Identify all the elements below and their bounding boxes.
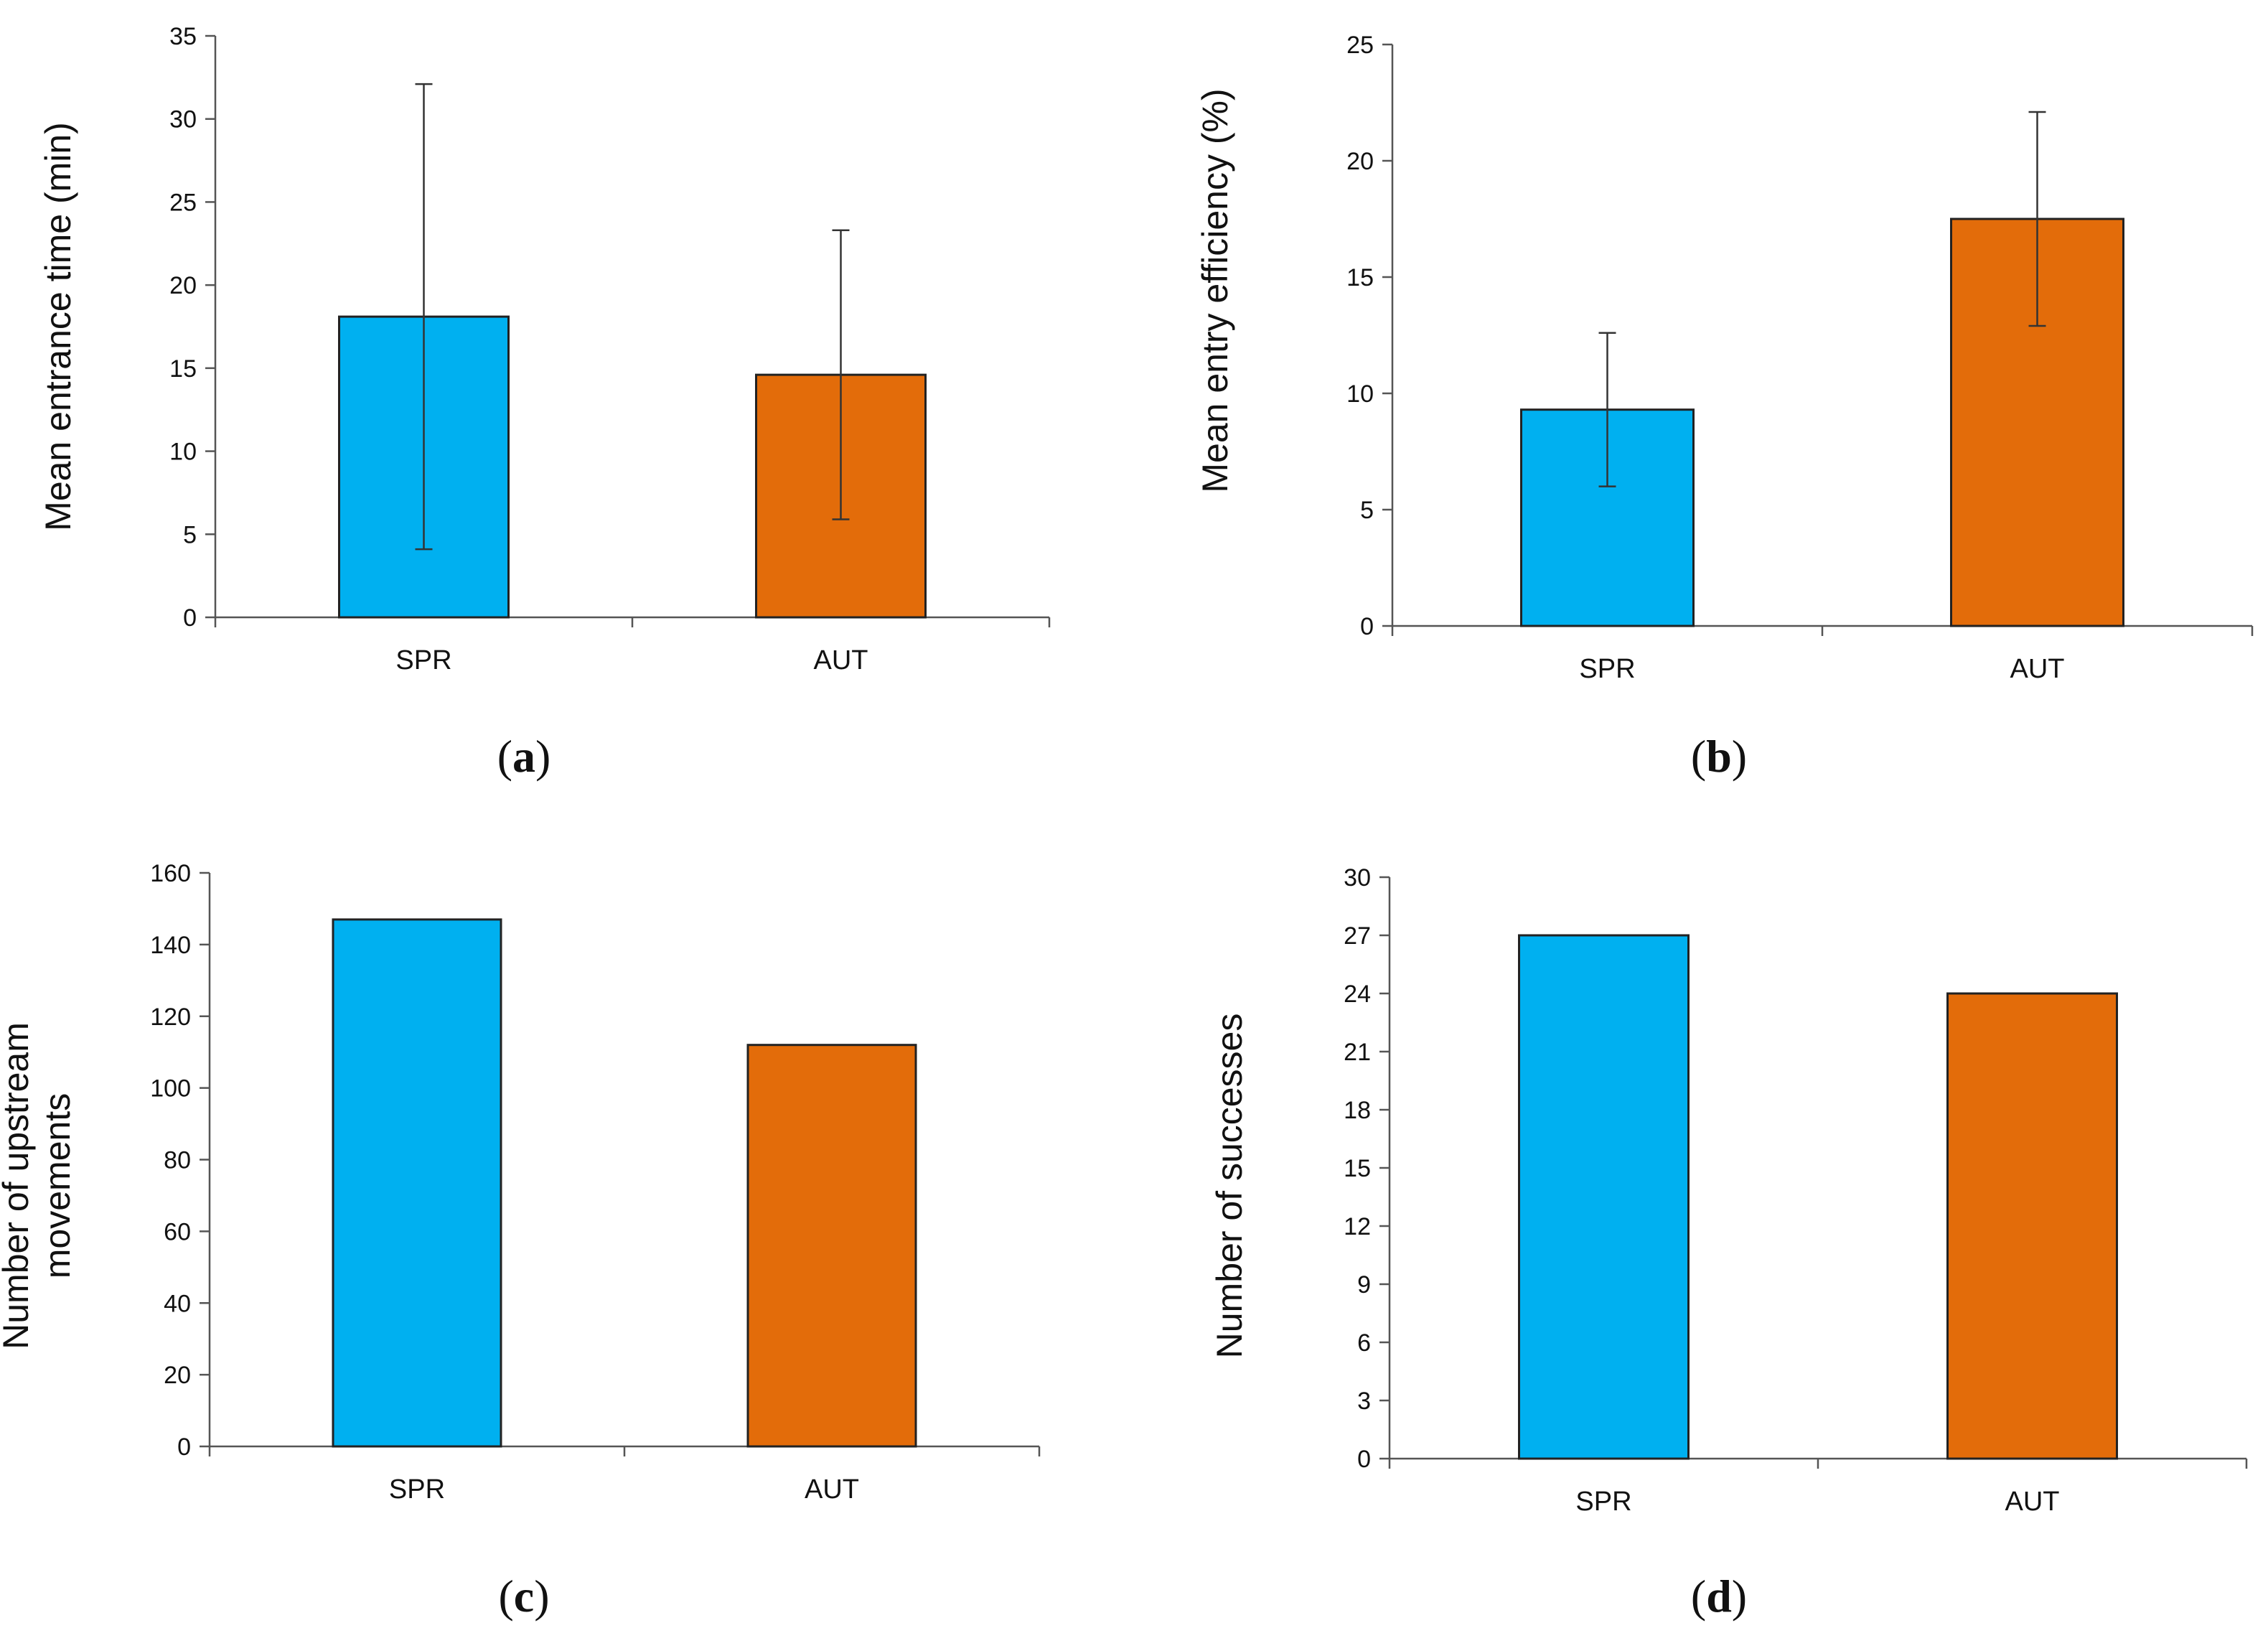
bar-aut — [746, 1044, 917, 1448]
y-tick-label: 18 — [1344, 1097, 1371, 1124]
panel-label-open-paren: ( — [497, 731, 512, 782]
y-tick-label: 20 — [164, 1362, 191, 1389]
y-tick-label: 25 — [169, 189, 197, 216]
bar-spr — [1518, 934, 1690, 1460]
y-axis-title-line: Number of successes — [1209, 1014, 1250, 1359]
y-tick-label: 0 — [183, 604, 197, 632]
y-tick-label: 30 — [169, 106, 197, 134]
panel-label-close-paren: ) — [1732, 731, 1747, 782]
y-axis-title-line: Mean entrance time (min) — [38, 122, 78, 531]
x-category-label: AUT — [2005, 1487, 2060, 1517]
y-tick-label: 10 — [1346, 380, 1374, 408]
y-tick-label: 24 — [1344, 981, 1371, 1008]
y-tick-label: 20 — [169, 272, 197, 299]
x-category-label: SPR — [1575, 1487, 1631, 1517]
chart-panel-b: 0 5 10 15 20 25 SPR AUT Mean entry efficiency (%… — [1195, 32, 2254, 782]
y-tick-label: 21 — [1344, 1039, 1371, 1066]
y-tick-label: 9 — [1357, 1271, 1371, 1299]
y-axis-title: Number of successes — [1209, 1014, 1250, 1359]
bar-spr — [332, 918, 502, 1448]
panel-label: (b) — [1691, 731, 1747, 782]
x-category-label: SPR — [1579, 654, 1635, 684]
y-tick-label: 160 — [150, 860, 191, 887]
y-tick-label: 3 — [1357, 1388, 1371, 1415]
panel-label: (c) — [498, 1571, 549, 1622]
panel-label-letter: a — [512, 731, 535, 782]
y-axis-title-line: movements — [37, 1093, 78, 1278]
x-category-label: AUT — [805, 1474, 859, 1505]
y-tick-label: 10 — [169, 439, 197, 466]
panel-label-open-paren: ( — [498, 1571, 513, 1622]
x-category-label: SPR — [389, 1474, 445, 1505]
y-tick-label: 27 — [1344, 922, 1371, 950]
y-axis-title: Mean entrance time (min) — [38, 122, 78, 531]
y-tick-label: 80 — [164, 1147, 191, 1174]
y-tick-label: 60 — [164, 1218, 191, 1245]
y-tick-label: 40 — [164, 1290, 191, 1317]
y-tick-label: 25 — [1346, 32, 1374, 59]
panel-label-letter: c — [514, 1571, 534, 1622]
y-axis-title-line: Mean entry efficiency (%) — [1195, 88, 1235, 492]
panel-label-close-paren: ) — [1732, 1571, 1747, 1622]
chart-panel-d: 0 3 6 9 12 15 18 21 24 27 30 SPR AUT Number of succes… — [1209, 864, 2248, 1622]
y-tick-label: 0 — [1357, 1446, 1371, 1473]
y-axis-title: Mean entry efficiency (%) — [1195, 88, 1235, 492]
y-tick-label: 0 — [177, 1433, 191, 1461]
y-tick-label: 15 — [169, 355, 197, 383]
y-axis-title: Number of upstreammovements — [0, 1022, 78, 1350]
y-tick-label: 35 — [169, 23, 197, 50]
y-tick-label: 15 — [1344, 1155, 1371, 1182]
x-category-label: SPR — [395, 645, 451, 675]
y-tick-label: 100 — [150, 1075, 191, 1103]
y-tick-label: 5 — [1360, 497, 1374, 524]
chart-panel-c: 0 20 40 60 80 100 120 140 160 SPR AUT Number of ups… — [0, 860, 1041, 1622]
panel-label-close-paren: ) — [534, 1571, 549, 1622]
panel-label-letter: b — [1706, 731, 1732, 782]
y-tick-label: 140 — [150, 932, 191, 959]
y-tick-label: 12 — [1344, 1213, 1371, 1240]
chart-panel-a: 0 5 10 15 20 25 30 35 SPR AUT Mean entrance time (… — [38, 23, 1051, 782]
y-tick-label: 6 — [1357, 1329, 1371, 1357]
y-tick-label: 5 — [183, 521, 197, 548]
y-tick-label: 15 — [1346, 264, 1374, 291]
y-tick-label: 0 — [1360, 613, 1374, 640]
y-axis-title-line: Number of upstream — [0, 1022, 36, 1350]
bar-aut — [1946, 992, 2118, 1460]
panel-label: (a) — [497, 731, 551, 782]
panel-label-close-paren: ) — [535, 731, 550, 782]
panel-label-letter: d — [1706, 1571, 1732, 1622]
x-category-label: AUT — [2010, 654, 2065, 684]
y-tick-label: 30 — [1344, 864, 1371, 892]
panel-label-open-paren: ( — [1691, 731, 1706, 782]
panel-label: (d) — [1691, 1571, 1747, 1622]
x-category-label: AUT — [814, 645, 868, 675]
panel-label-open-paren: ( — [1691, 1571, 1706, 1622]
y-tick-label: 120 — [150, 1004, 191, 1031]
y-tick-label: 20 — [1346, 148, 1374, 175]
